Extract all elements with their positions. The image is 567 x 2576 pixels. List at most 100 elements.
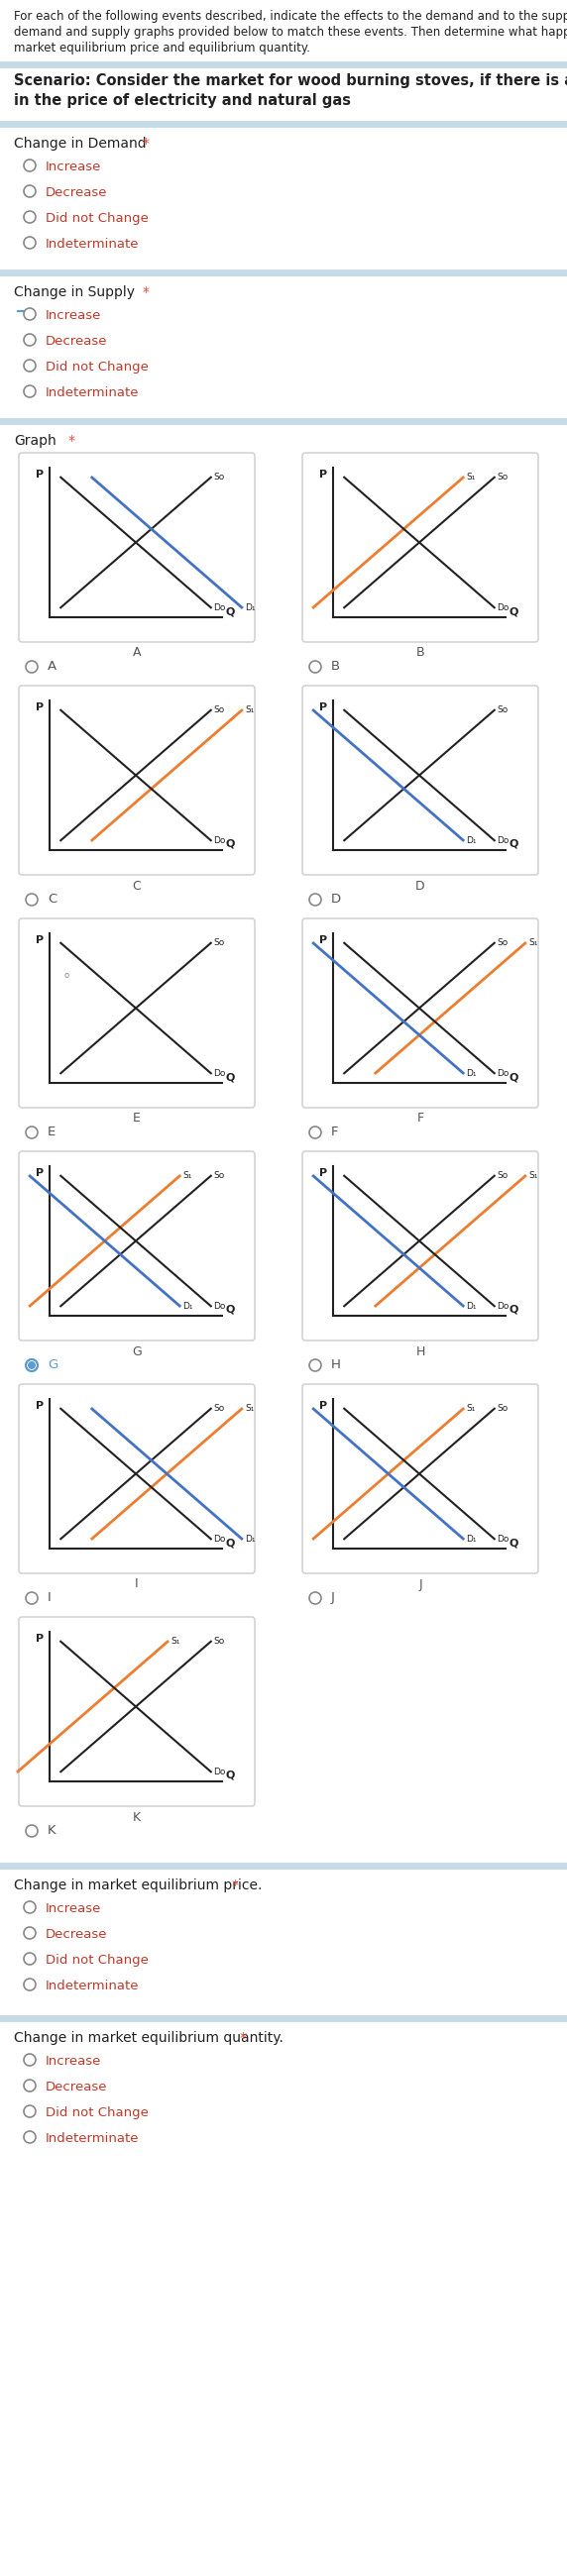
- Text: P: P: [36, 1401, 44, 1412]
- Text: So: So: [497, 706, 509, 714]
- Text: D: D: [331, 894, 341, 907]
- Text: D₁: D₁: [245, 1535, 255, 1543]
- Text: Graph: Graph: [14, 433, 56, 448]
- Text: Change in market equilibrium quantity.: Change in market equilibrium quantity.: [14, 2030, 284, 2045]
- FancyBboxPatch shape: [19, 685, 255, 876]
- Bar: [0, 2014, 567, 2022]
- Text: market equilibrium price and equilibrium quantity.: market equilibrium price and equilibrium…: [14, 41, 310, 54]
- Text: P: P: [36, 469, 44, 479]
- Circle shape: [309, 1360, 321, 1370]
- Text: Q: Q: [225, 1538, 234, 1548]
- Text: F: F: [331, 1126, 338, 1139]
- Text: I: I: [48, 1592, 51, 1605]
- Circle shape: [26, 1824, 37, 1837]
- Circle shape: [24, 335, 36, 345]
- Text: D₁: D₁: [466, 1535, 476, 1543]
- Text: So: So: [497, 938, 509, 948]
- Circle shape: [24, 185, 36, 198]
- Text: So: So: [497, 471, 509, 482]
- Text: Q: Q: [225, 605, 234, 616]
- Text: Increase: Increase: [45, 2056, 101, 2069]
- Text: Did not Change: Did not Change: [45, 1953, 149, 1965]
- Text: Do: Do: [214, 1767, 226, 1777]
- Text: Did not Change: Did not Change: [45, 2107, 149, 2120]
- Circle shape: [26, 894, 37, 907]
- Text: F: F: [417, 1113, 424, 1126]
- Text: A: A: [48, 659, 57, 672]
- Text: Change in Demand: Change in Demand: [14, 137, 146, 149]
- Text: D₁: D₁: [466, 1303, 476, 1311]
- Text: Q: Q: [225, 1306, 234, 1314]
- Text: E: E: [133, 1113, 141, 1126]
- Circle shape: [24, 361, 36, 371]
- Text: So: So: [214, 706, 225, 714]
- Circle shape: [24, 309, 36, 319]
- Circle shape: [309, 1126, 321, 1139]
- Text: S₁: S₁: [171, 1636, 180, 1646]
- Circle shape: [24, 2079, 36, 2092]
- Text: Q: Q: [509, 605, 518, 616]
- Text: E: E: [48, 1126, 56, 1139]
- Text: Increase: Increase: [45, 1901, 101, 1914]
- Circle shape: [309, 1592, 321, 1605]
- Text: Do: Do: [214, 603, 226, 613]
- Circle shape: [24, 2105, 36, 2117]
- Text: D₁: D₁: [245, 603, 255, 613]
- Circle shape: [24, 386, 36, 397]
- Text: B: B: [416, 647, 425, 659]
- Circle shape: [24, 2130, 36, 2143]
- Text: *: *: [143, 286, 150, 299]
- Text: P: P: [319, 703, 327, 714]
- Text: G: G: [48, 1358, 58, 1370]
- Text: For each of the following events described, indicate the effects to the demand a: For each of the following events describ…: [14, 10, 567, 23]
- Text: Q: Q: [225, 1770, 234, 1780]
- Text: K: K: [48, 1824, 56, 1837]
- Text: Q: Q: [509, 840, 518, 850]
- Circle shape: [309, 662, 321, 672]
- Text: Q: Q: [225, 1072, 234, 1082]
- Text: S₁: S₁: [466, 471, 475, 482]
- Circle shape: [26, 1592, 37, 1605]
- Text: Do: Do: [497, 603, 509, 613]
- Text: So: So: [214, 471, 225, 482]
- Bar: [0, 121, 567, 129]
- Circle shape: [24, 2053, 36, 2066]
- Text: Did not Change: Did not Change: [45, 211, 149, 224]
- Circle shape: [26, 662, 37, 672]
- Text: D: D: [416, 878, 425, 891]
- Text: *: *: [143, 137, 150, 149]
- FancyBboxPatch shape: [19, 1383, 255, 1574]
- Text: So: So: [497, 1404, 509, 1412]
- Text: Change in Supply: Change in Supply: [14, 286, 135, 299]
- Circle shape: [24, 211, 36, 224]
- Text: Q: Q: [225, 840, 234, 850]
- Text: Decrease: Decrease: [45, 185, 108, 198]
- Text: D₁: D₁: [466, 837, 476, 845]
- Text: Indeterminate: Indeterminate: [45, 2133, 139, 2146]
- Text: S₁: S₁: [466, 1404, 475, 1412]
- Circle shape: [24, 1927, 36, 1940]
- Text: D₁: D₁: [466, 1069, 476, 1079]
- FancyBboxPatch shape: [19, 453, 255, 641]
- Text: S₁: S₁: [245, 706, 254, 714]
- Circle shape: [24, 1978, 36, 1991]
- Text: Indeterminate: Indeterminate: [45, 237, 139, 250]
- Text: P: P: [319, 469, 327, 479]
- Text: Increase: Increase: [45, 160, 101, 173]
- Text: P: P: [36, 703, 44, 714]
- Text: C: C: [133, 878, 141, 891]
- Text: J: J: [418, 1577, 422, 1589]
- Text: Do: Do: [214, 1303, 226, 1311]
- Text: J: J: [331, 1592, 335, 1605]
- FancyBboxPatch shape: [19, 1618, 255, 1806]
- Text: G: G: [132, 1345, 142, 1358]
- Text: *: *: [232, 1878, 239, 1893]
- Text: in the price of electricity and natural gas: in the price of electricity and natural …: [14, 93, 351, 108]
- Text: o: o: [64, 971, 69, 979]
- FancyBboxPatch shape: [302, 685, 538, 876]
- Text: So: So: [214, 1404, 225, 1412]
- Text: Do: Do: [214, 1535, 226, 1543]
- Text: Do: Do: [214, 1069, 226, 1079]
- Bar: [0, 270, 567, 276]
- FancyBboxPatch shape: [302, 453, 538, 641]
